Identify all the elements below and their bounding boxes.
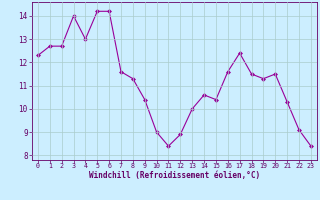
- X-axis label: Windchill (Refroidissement éolien,°C): Windchill (Refroidissement éolien,°C): [89, 171, 260, 180]
